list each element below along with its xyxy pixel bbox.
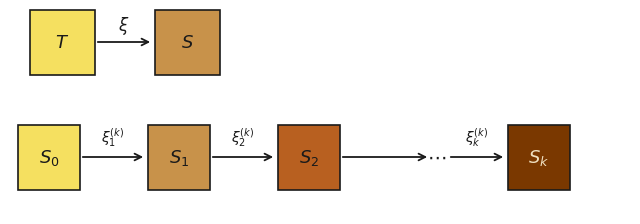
- Bar: [508, 125, 570, 190]
- Bar: [18, 125, 80, 190]
- Bar: [148, 125, 210, 190]
- Text: $S_k$: $S_k$: [529, 147, 550, 168]
- Text: $\xi_1^{(k)}$: $\xi_1^{(k)}$: [101, 127, 125, 149]
- Text: $S_2$: $S_2$: [299, 147, 319, 168]
- Text: $\xi$: $\xi$: [118, 15, 130, 37]
- Text: $\cdots$: $\cdots$: [428, 147, 447, 166]
- Text: $S_0$: $S_0$: [38, 147, 60, 168]
- Text: $\xi_2^{(k)}$: $\xi_2^{(k)}$: [232, 127, 255, 149]
- Bar: [155, 10, 220, 75]
- Text: $T$: $T$: [56, 34, 70, 52]
- Text: $S_1$: $S_1$: [169, 147, 189, 168]
- Text: $\xi_k^{(k)}$: $\xi_k^{(k)}$: [465, 126, 488, 150]
- Text: $S$: $S$: [181, 34, 194, 52]
- Bar: [30, 10, 95, 75]
- Bar: [278, 125, 340, 190]
